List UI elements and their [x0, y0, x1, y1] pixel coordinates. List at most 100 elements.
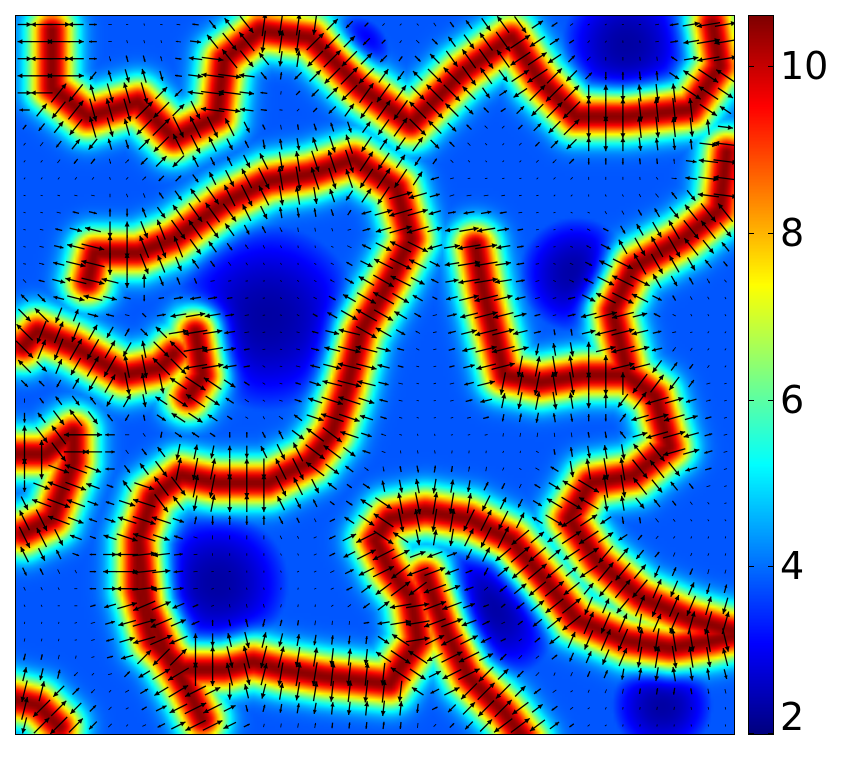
quiver-arrow — [595, 345, 616, 353]
quiver-arrow — [242, 645, 251, 669]
quiver-arrow — [465, 548, 473, 561]
quiver-arrow — [672, 552, 676, 557]
quiver-arrow — [338, 413, 360, 422]
quiver-arrow — [37, 412, 46, 424]
quiver-arrow — [275, 458, 287, 480]
quiver-arrow — [713, 193, 734, 199]
quiver-arrow — [466, 124, 472, 131]
quiver-arrow — [171, 412, 186, 423]
quiver-arrow — [632, 391, 647, 410]
quiver-arrow — [88, 324, 98, 341]
quiver-arrow — [297, 535, 300, 539]
quiver-arrow — [327, 482, 338, 491]
quiver-arrow — [201, 56, 224, 62]
quiver-arrow — [38, 279, 45, 283]
quiver-arrow — [412, 294, 424, 302]
quiver-arrow — [228, 280, 232, 282]
quiver-arrow — [193, 633, 198, 647]
quiver-arrow — [262, 416, 265, 420]
quiver-arrow — [296, 207, 300, 218]
quiver-arrow — [645, 431, 669, 439]
quiver-arrow — [278, 151, 285, 172]
quiver-arrow — [670, 275, 678, 287]
quiver-arrow — [363, 649, 369, 666]
quiver-arrow — [514, 685, 526, 697]
quiver-arrow — [169, 377, 188, 390]
quiver-arrow — [502, 467, 505, 471]
quiver-arrow — [697, 56, 720, 63]
quiver-arrow — [619, 457, 626, 481]
quiver-arrow — [637, 628, 644, 652]
quiver-arrow — [448, 492, 455, 514]
quiver-arrow — [637, 534, 643, 541]
quiver-arrow — [245, 618, 249, 628]
quiver-arrow — [359, 168, 374, 189]
quiver-arrow — [124, 69, 130, 83]
quiver-arrow — [66, 499, 86, 508]
quiver-arrow — [296, 280, 300, 282]
quiver-arrow — [585, 261, 593, 267]
quiver-arrow — [342, 293, 357, 303]
quiver-arrow — [330, 245, 334, 248]
quiver-arrow — [192, 604, 199, 608]
quiver-arrow — [535, 159, 539, 163]
quiver-arrow — [158, 192, 164, 199]
quiver-arrow — [47, 56, 71, 62]
quiver-arrow — [83, 294, 103, 302]
quiver-arrow — [88, 210, 97, 215]
quiver-arrow — [324, 33, 341, 50]
quiver-arrow — [587, 431, 590, 438]
quiver-arrow — [105, 501, 115, 506]
quiver-arrow — [346, 586, 353, 591]
quiver-arrow — [17, 359, 32, 374]
quiver-arrow — [158, 296, 165, 300]
quiver-arrow — [175, 443, 181, 460]
quiver-arrow — [568, 158, 575, 165]
quiver-arrow — [262, 331, 266, 333]
quiver-arrow — [192, 23, 199, 26]
quiver-arrow — [310, 167, 320, 190]
quiver-arrow — [688, 363, 694, 370]
quiver-arrow — [37, 339, 47, 360]
quiver-arrow — [715, 69, 734, 83]
quiver-arrow — [631, 414, 649, 422]
quiver-arrow — [717, 203, 734, 223]
quiver-arrow — [188, 202, 203, 223]
quiver-arrow — [241, 168, 253, 189]
quiver-arrow — [392, 531, 409, 543]
quiver-arrow — [485, 466, 487, 472]
quiver-arrow — [228, 432, 231, 438]
quiver-arrow — [450, 465, 454, 473]
quiver-arrow — [671, 83, 677, 103]
quiver-arrow — [174, 88, 183, 98]
quiver-arrow — [723, 451, 728, 453]
quiver-arrow — [39, 228, 44, 231]
quiver-arrow — [262, 704, 266, 713]
quiver-arrow — [688, 483, 694, 490]
quiver-arrow — [228, 261, 232, 266]
quiver-arrow — [124, 328, 130, 337]
quiver-arrow — [464, 528, 474, 547]
quiver-arrow — [690, 313, 693, 317]
quiver-arrow — [84, 226, 101, 233]
quiver-arrow — [47, 515, 70, 526]
quiver-arrow — [86, 356, 100, 377]
quiver-arrow — [535, 246, 540, 248]
quiver-arrow — [655, 71, 659, 81]
quiver-arrow — [173, 236, 184, 258]
quiver-arrow — [239, 16, 254, 34]
quiver-arrow — [510, 546, 530, 563]
quiver-arrow — [185, 393, 206, 408]
quiver-arrow — [423, 583, 447, 594]
quiver-arrow — [226, 138, 234, 151]
quiver-arrow — [331, 620, 333, 625]
quiver-arrow — [157, 723, 166, 728]
quiver-arrow — [620, 372, 626, 395]
quiver-arrow — [225, 313, 235, 317]
quiver-arrow — [587, 211, 590, 214]
quiver-arrow — [104, 603, 117, 609]
quiver-arrow — [260, 30, 267, 53]
quiver-arrow — [603, 393, 609, 409]
quiver-arrow — [169, 635, 188, 645]
quiver-arrow — [705, 467, 712, 471]
